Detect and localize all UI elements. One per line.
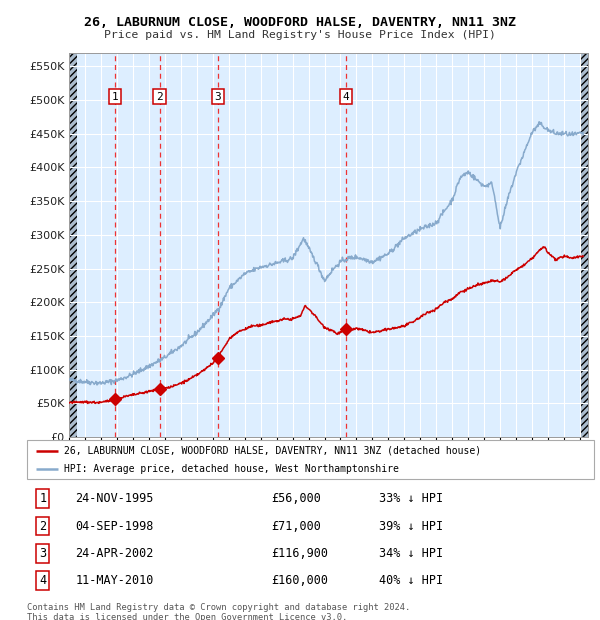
Text: £116,900: £116,900 (271, 547, 328, 560)
Text: 39% ↓ HPI: 39% ↓ HPI (379, 520, 443, 533)
Text: 2: 2 (156, 92, 163, 102)
Text: 40% ↓ HPI: 40% ↓ HPI (379, 574, 443, 587)
Text: 11-MAY-2010: 11-MAY-2010 (75, 574, 154, 587)
Text: 24-NOV-1995: 24-NOV-1995 (75, 492, 154, 505)
Text: 3: 3 (214, 92, 221, 102)
Text: 4: 4 (40, 574, 46, 587)
Text: This data is licensed under the Open Government Licence v3.0.: This data is licensed under the Open Gov… (27, 613, 347, 620)
Text: £71,000: £71,000 (271, 520, 320, 533)
Text: 26, LABURNUM CLOSE, WOODFORD HALSE, DAVENTRY, NN11 3NZ: 26, LABURNUM CLOSE, WOODFORD HALSE, DAVE… (84, 16, 516, 29)
Text: Contains HM Land Registry data © Crown copyright and database right 2024.: Contains HM Land Registry data © Crown c… (27, 603, 410, 612)
Text: 33% ↓ HPI: 33% ↓ HPI (379, 492, 443, 505)
Bar (580, 53, 588, 437)
Bar (69, 53, 77, 437)
Text: 2: 2 (40, 520, 46, 533)
Text: 4: 4 (343, 92, 350, 102)
Text: 3: 3 (40, 547, 46, 560)
Text: 1: 1 (40, 492, 46, 505)
Text: 04-SEP-1998: 04-SEP-1998 (75, 520, 154, 533)
Text: Price paid vs. HM Land Registry's House Price Index (HPI): Price paid vs. HM Land Registry's House … (104, 30, 496, 40)
FancyBboxPatch shape (27, 440, 594, 479)
Text: 1: 1 (112, 92, 119, 102)
Text: £160,000: £160,000 (271, 574, 328, 587)
Text: 34% ↓ HPI: 34% ↓ HPI (379, 547, 443, 560)
Text: £56,000: £56,000 (271, 492, 320, 505)
Text: 26, LABURNUM CLOSE, WOODFORD HALSE, DAVENTRY, NN11 3NZ (detached house): 26, LABURNUM CLOSE, WOODFORD HALSE, DAVE… (64, 446, 481, 456)
Text: HPI: Average price, detached house, West Northamptonshire: HPI: Average price, detached house, West… (64, 464, 399, 474)
Text: 24-APR-2002: 24-APR-2002 (75, 547, 154, 560)
